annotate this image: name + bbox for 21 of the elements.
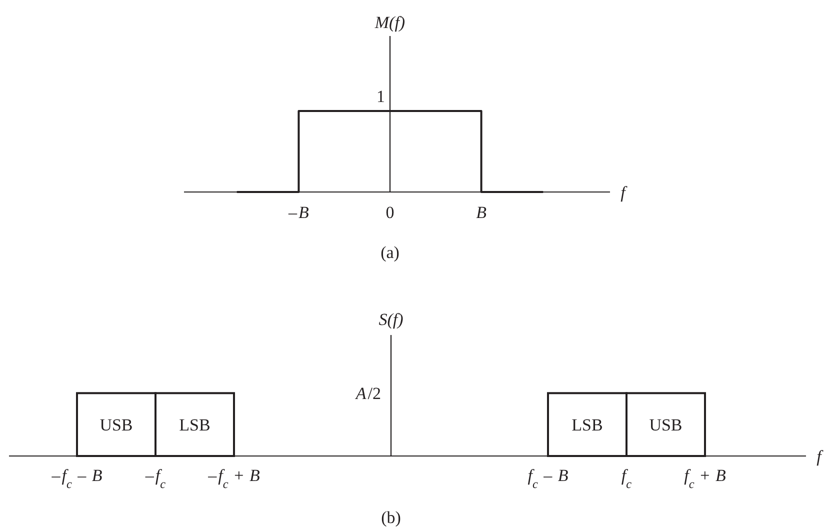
annotation: A/2 — [354, 384, 381, 404]
x-axis-title: f — [816, 447, 824, 466]
x-tick-label: USB — [649, 415, 682, 434]
text: (b) — [381, 508, 401, 527]
x-tick-label: f$_{c}$ – B — [528, 466, 569, 491]
x-tick-label: –f$_{c}$ – B — [50, 466, 103, 491]
x-tick-label: f$_{c}$ + B — [684, 466, 726, 491]
x-tick-label: B — [476, 203, 488, 222]
x-tick-label: –B — [288, 203, 310, 222]
x-tick-label: LSB — [572, 415, 603, 434]
y-axis-title: M(f) — [374, 13, 406, 32]
y-axis-title: S(f) — [378, 310, 404, 329]
text: (a) — [380, 243, 400, 262]
x-tick-label: f$_{c}$ — [621, 466, 632, 491]
x-tick-label: 0 — [386, 203, 394, 222]
x-tick-label: –f$_{c}$ + B — [207, 466, 260, 491]
x-tick-label: –f$_{c}$ — [144, 466, 166, 491]
text: 1 — [376, 86, 385, 106]
x-axis-title: f — [620, 183, 628, 202]
x-tick-label: LSB — [179, 415, 210, 434]
x-tick-label: USB — [100, 415, 133, 434]
